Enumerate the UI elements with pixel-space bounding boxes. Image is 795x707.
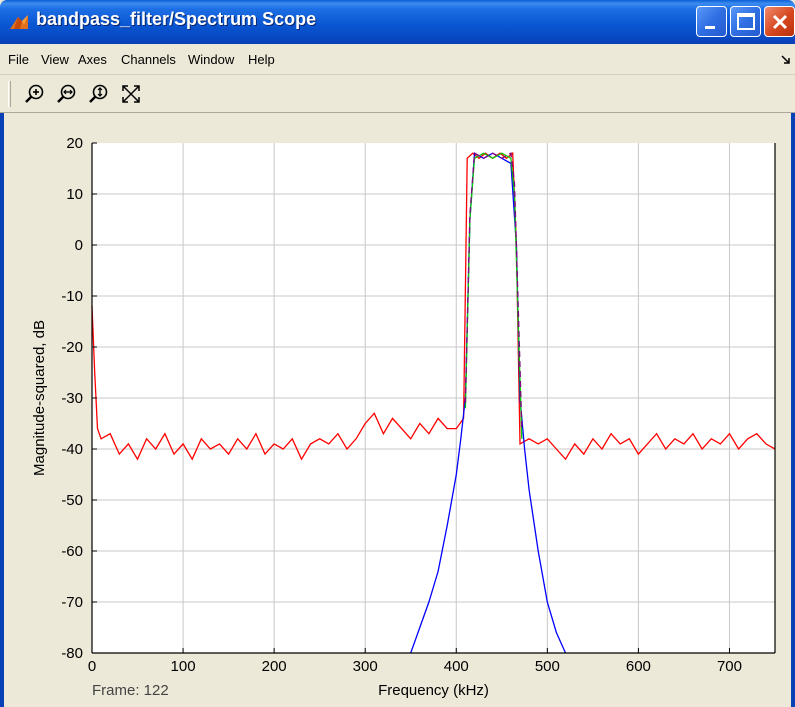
x-tick-label: 500 xyxy=(535,658,560,675)
autoscale-icon[interactable] xyxy=(120,83,142,105)
spectrum-plot[interactable]: 0 100 200 300 400 500 600 70020100-10-20-30-40-… xyxy=(4,113,791,707)
y-tick-label: -40 xyxy=(61,441,83,458)
toolbar xyxy=(0,75,795,113)
matlab-app-icon xyxy=(10,15,28,29)
y-tick-label: -20 xyxy=(61,339,83,356)
menu-window[interactable]: Window xyxy=(188,52,235,67)
zoom-y-icon[interactable] xyxy=(88,83,110,105)
maximize-button[interactable] xyxy=(730,6,761,37)
toolbar-grip[interactable] xyxy=(8,81,11,107)
menu-file[interactable]: File xyxy=(8,52,29,67)
series-layer xyxy=(91,151,776,654)
y-tick-label: 20 xyxy=(66,135,83,152)
zoom-in-icon[interactable] xyxy=(24,83,46,105)
minimize-icon xyxy=(705,26,715,29)
x-tick-label: 600 xyxy=(626,658,651,675)
figure-area: 0 100 200 300 400 500 600 700 20 10 0 -10 -20 -30 -40-… xyxy=(0,113,795,707)
frame-counter: Frame: 122 xyxy=(92,682,169,699)
y-tick-label: -60 xyxy=(61,543,83,560)
title-bar[interactable]: bandpass_filter/Spectrum Scope xyxy=(0,0,795,44)
grid-lines xyxy=(92,143,775,653)
close-button[interactable] xyxy=(764,6,795,37)
dock-arrow-icon[interactable] xyxy=(781,55,791,65)
y-tick-label: -10 xyxy=(61,288,83,305)
y-tick-label: 0 xyxy=(75,237,83,254)
x-tick-label: 200 xyxy=(262,658,287,675)
y-tick-label: -50 xyxy=(61,492,83,509)
menu-axes[interactable]: Axes xyxy=(78,52,107,67)
menu-bar: File View Axes Channels Window Help xyxy=(0,44,795,75)
x-tick-label: 300 xyxy=(353,658,378,675)
x-tick-label: 100 xyxy=(171,658,196,675)
axes-frame xyxy=(91,142,776,654)
minimize-button[interactable] xyxy=(696,6,727,37)
x-tick-label: 0 xyxy=(88,658,96,675)
y-axis-label: Magnitude-squared, dB xyxy=(31,320,48,476)
maximize-icon xyxy=(737,13,755,30)
zoom-x-icon[interactable] xyxy=(56,83,78,105)
x-tick-label: 400 xyxy=(444,658,469,675)
close-icon xyxy=(772,14,788,30)
menu-help[interactable]: Help xyxy=(248,52,275,67)
x-axis-label: Frequency (kHz) xyxy=(378,682,489,699)
series-line-3 xyxy=(464,152,523,429)
tick-labels: 0 100 200 300 400 500 600 70020100-10-20-30-40-… xyxy=(61,135,742,675)
y-tick-label: -30 xyxy=(61,390,83,407)
y-tick-label: -80 xyxy=(61,645,83,662)
y-tick-label: -70 xyxy=(61,594,83,611)
menu-view[interactable]: View xyxy=(41,52,69,67)
menu-channels[interactable]: Channels xyxy=(121,52,176,67)
x-tick-label: 700 xyxy=(717,658,742,675)
window-title: bandpass_filter/Spectrum Scope xyxy=(36,9,317,29)
series-line-0 xyxy=(91,151,776,461)
y-tick-label: 10 xyxy=(66,186,83,203)
